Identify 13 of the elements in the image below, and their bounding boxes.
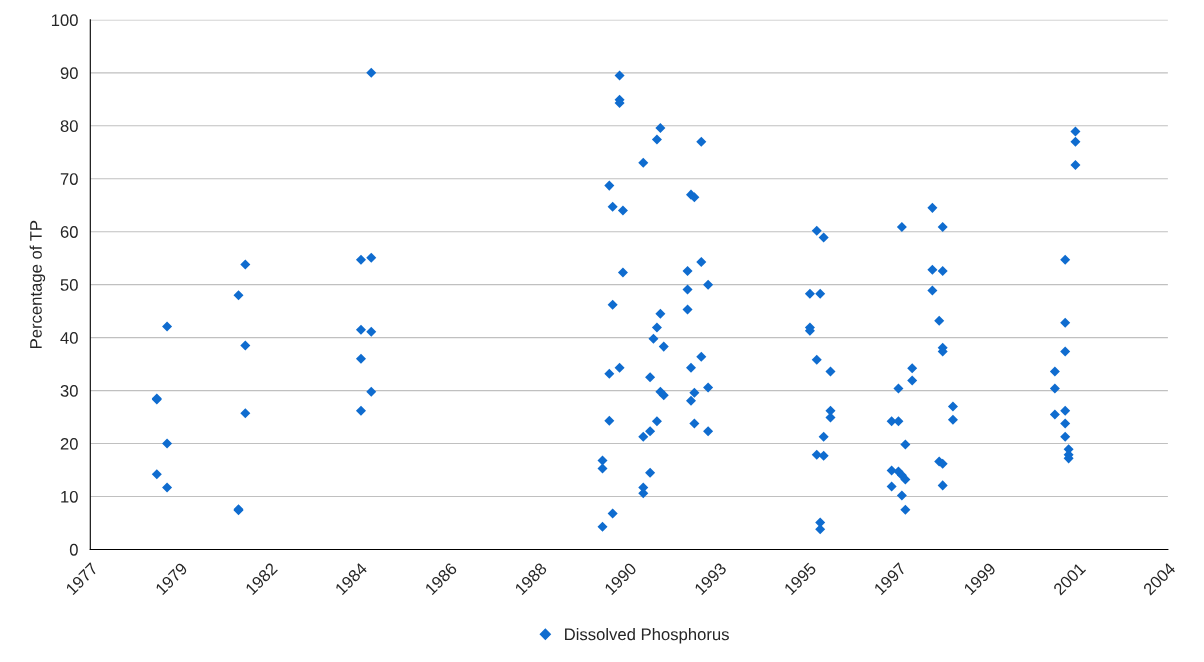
y-tick-label: 100 xyxy=(51,14,78,27)
legend-label: Dissolved Phosphorus xyxy=(565,628,729,644)
y-tick-label: 10 xyxy=(61,490,78,503)
y-axis-title: Percentage of TP xyxy=(29,220,46,348)
y-tick-label: 40 xyxy=(60,332,78,344)
y-tick-label: 30 xyxy=(60,384,78,397)
y-tick-label: 20 xyxy=(60,437,78,450)
y-tick-label: 90 xyxy=(60,67,78,80)
y-tick-label: 0 xyxy=(69,543,78,556)
y-tick-label: 70 xyxy=(60,173,78,185)
y-tick-label: 60 xyxy=(60,226,78,238)
y-tick-label: 50 xyxy=(60,279,78,291)
y-tick-label: 80 xyxy=(60,120,78,132)
